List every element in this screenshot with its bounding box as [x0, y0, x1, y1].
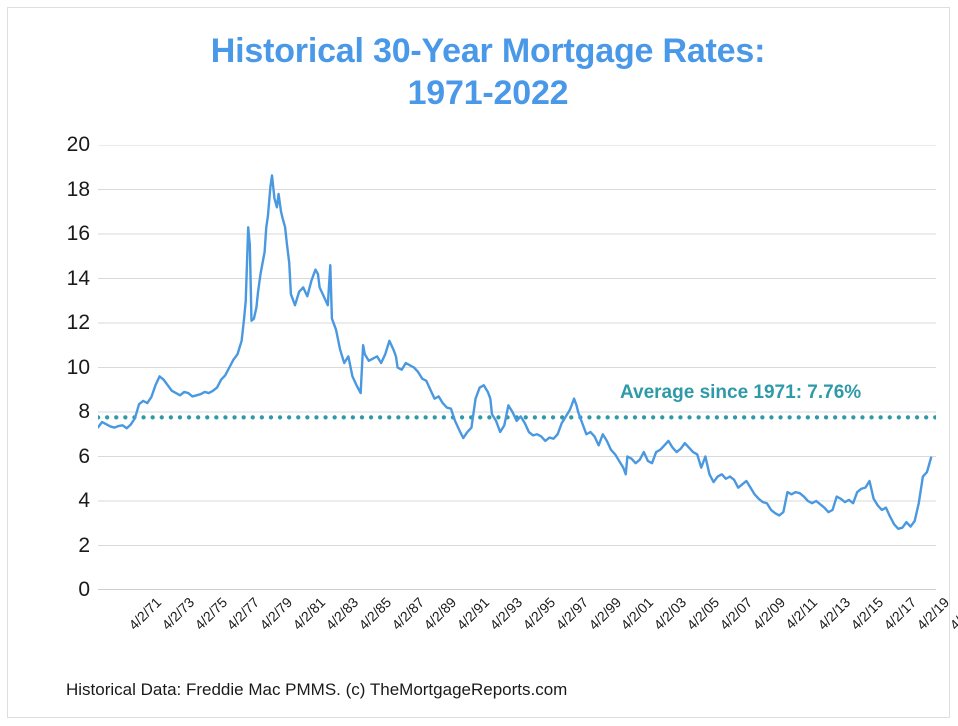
y-axis-tick-label: 2 [78, 533, 90, 557]
x-axis-tick-label: 4/2/21 [946, 594, 958, 633]
y-axis-tick-label: 20 [66, 133, 90, 156]
y-axis-tick-label: 8 [78, 400, 90, 423]
x-axis-tick-label: 4/2/13 [814, 594, 854, 633]
x-axis-tick-label: 4/2/19 [913, 594, 953, 633]
x-axis-tick-label: 4/2/01 [617, 594, 657, 633]
y-axis-tick-label: 6 [78, 444, 90, 468]
y-axis-tick-label: 0 [78, 578, 90, 601]
page-title: Historical 30-Year Mortgage Rates: 1971-… [210, 32, 766, 113]
x-axis-tick-label: 4/2/75 [191, 594, 230, 633]
plot-area [98, 145, 936, 590]
x-axis-tick-label: 4/2/87 [388, 594, 427, 633]
y-axis-tick-label: 10 [66, 355, 90, 379]
line-chart-svg [98, 145, 936, 590]
x-axis-tick-label: 4/2/15 [847, 594, 887, 633]
source-footer: Historical Data: Freddie Mac PMMS. (c) T… [66, 680, 568, 699]
x-axis-tick-label: 4/2/85 [355, 594, 395, 633]
y-axis: 0 2 4 6 8 10 12 14 16 18 20 [44, 133, 90, 601]
x-axis-tick-label: 4/2/17 [880, 594, 920, 633]
y-axis-tick-label: 18 [66, 177, 90, 201]
x-axis-tick-label: 4/2/07 [716, 594, 756, 633]
x-axis-tick-label: 4/2/89 [420, 594, 460, 633]
gridlines [98, 145, 936, 590]
x-axis-tick-label: 4/2/81 [289, 594, 329, 633]
x-axis-tick-label: 4/2/09 [749, 594, 789, 633]
x-axis-tick-label: 4/2/83 [322, 594, 362, 633]
x-axis-tick-label: 4/2/05 [683, 594, 723, 633]
chart-card: Historical 30-Year Mortgage Rates: 1971-… [7, 7, 958, 718]
x-axis-tick-label: 4/2/97 [552, 594, 592, 633]
x-axis-tick-label: 4/2/99 [585, 594, 624, 633]
x-axis-tick-label: 4/2/71 [125, 594, 165, 633]
x-axis: 4/2/71 4/2/73 4/2/75 4/2/77 4/2/79 4/2/81 4/2/… [98, 594, 958, 674]
x-axis-tick-label: 4/2/11 [781, 594, 820, 633]
x-axis-tick-label: 4/2/03 [650, 594, 690, 633]
average-annotation-label: Average since 1971: 7.76% [620, 382, 862, 403]
x-axis-tick-label: 4/2/77 [223, 594, 263, 633]
y-axis-tick-label: 12 [66, 311, 90, 334]
x-axis-tick-label: 4/2/95 [519, 594, 559, 633]
y-axis-tick-label: 4 [78, 489, 90, 512]
x-axis-tick-label: 4/2/93 [486, 594, 526, 633]
x-axis-tick-label: 4/2/91 [453, 594, 493, 633]
x-axis-tick-label: 4/2/73 [158, 594, 198, 633]
x-axis-tick-label: 4/2/79 [256, 594, 296, 633]
y-axis-tick-label: 14 [66, 266, 90, 290]
rate-line-series [98, 174, 933, 531]
y-axis-tick-label: 16 [66, 222, 90, 245]
